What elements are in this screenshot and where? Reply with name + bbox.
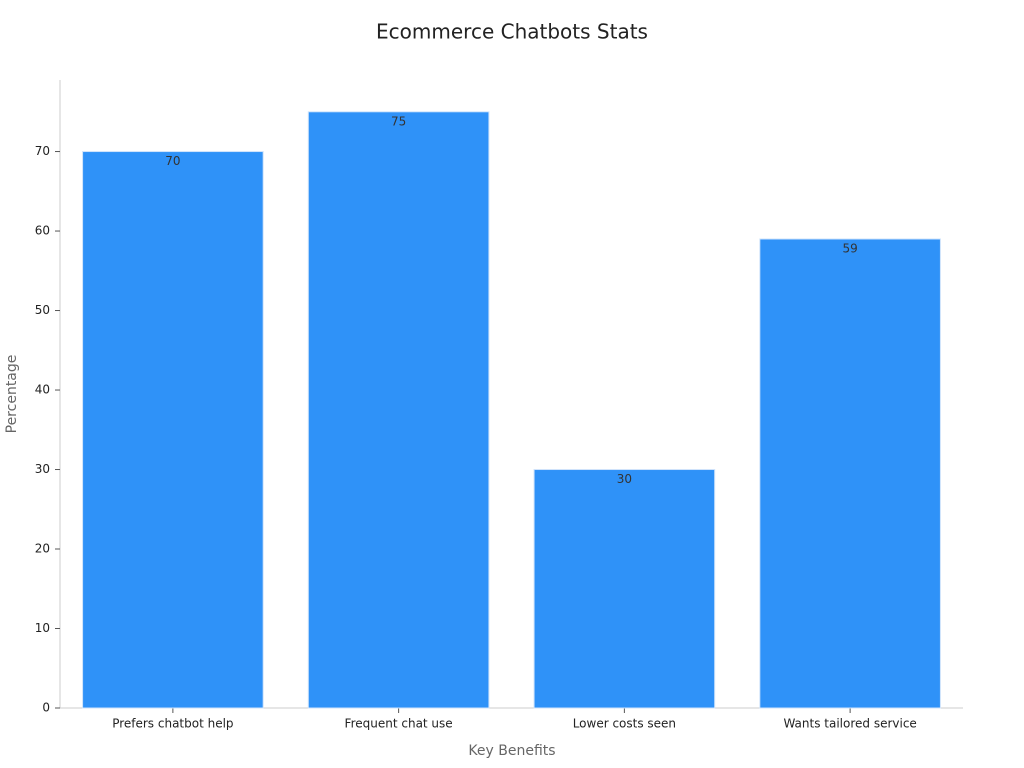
x-tick-label: Lower costs seen — [573, 717, 676, 731]
y-tick-label: 60 — [35, 224, 50, 238]
bar — [759, 238, 941, 709]
x-tick-label: Wants tailored service — [783, 717, 916, 731]
x-axis-label: Key Benefits — [468, 743, 555, 759]
bar — [307, 111, 490, 709]
x-tick-label: Prefers chatbot help — [112, 717, 233, 731]
x-tick-label: Frequent chat use — [345, 717, 453, 731]
y-tick-label: 10 — [35, 621, 50, 635]
bar — [533, 469, 716, 709]
value-label: 75 — [391, 114, 406, 128]
y-tick-label: 30 — [35, 462, 50, 476]
y-tick-label: 50 — [35, 303, 50, 317]
y-tick-label: 0 — [42, 701, 50, 715]
value-label: 70 — [165, 154, 180, 168]
y-tick-label: 40 — [35, 383, 50, 397]
value-label: 59 — [842, 241, 857, 255]
chart-title: Ecommerce Chatbots Stats — [376, 20, 648, 44]
y-axis-label: Percentage — [4, 355, 20, 434]
bar — [82, 151, 264, 709]
y-tick-label: 20 — [35, 542, 50, 556]
y-tick-label: 70 — [35, 144, 50, 158]
value-label: 30 — [617, 472, 632, 486]
